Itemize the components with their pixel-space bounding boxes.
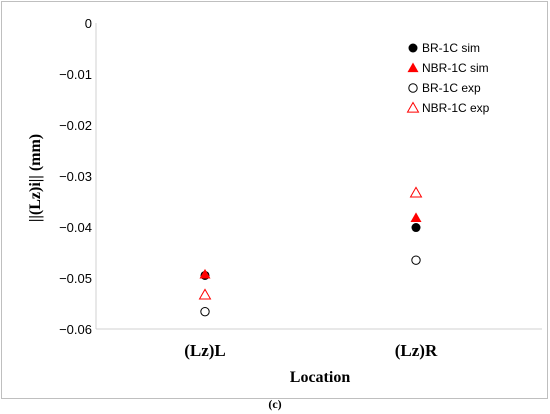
y-tick-label: −0.04 (59, 220, 92, 235)
legend-label: BR-1C exp (422, 81, 481, 95)
scatter-chart: 0−0.01−0.02−0.03−0.04−0.05−0.06 (Lz)L (Lz… (27, 16, 542, 386)
y-tick-label: −0.01 (59, 67, 92, 82)
y-tick-label: −0.06 (59, 322, 92, 337)
data-point (411, 223, 421, 233)
y-tick-label: −0.03 (59, 169, 92, 184)
y-tick-label: −0.02 (59, 118, 92, 133)
data-point (409, 186, 423, 198)
data-point (411, 255, 421, 265)
y-tick-labels: 0 −0.01 −0.02 −0.03 −0.04 −0.05 −0.06 (59, 16, 92, 337)
data-markers (198, 186, 423, 317)
legend-marker (408, 43, 418, 53)
legend-label: NBR-1C sim (422, 61, 489, 75)
chart-frame: 0 −0.01 −0.02 −0.03 −0.04 −0.05 −0.06 (Lz)L (Lz… (1, 1, 548, 399)
y-axis-title: ||(Lz)i|| (mm) (27, 134, 44, 222)
legend-marker (408, 83, 418, 93)
data-point (410, 212, 422, 222)
legend-marker (407, 62, 419, 73)
x-category-labels: (Lz)L (Lz)R (184, 341, 438, 360)
legend-label: NBR-1C exp (422, 101, 490, 115)
data-point (198, 288, 212, 300)
legend-label: BR-1C sim (422, 41, 480, 55)
axes (95, 23, 542, 330)
figure-caption: (c) (268, 397, 282, 411)
y-tick-label: 0 (85, 16, 92, 31)
data-point (200, 306, 210, 317)
y-tick-label: −0.05 (59, 271, 92, 286)
x-category-label: (Lz)L (184, 341, 226, 360)
x-axis-title: Location (290, 369, 351, 386)
legend: BR-1C sim NBR-1C sim BR-1C exp NBR-1C exp (406, 41, 490, 115)
legend-marker (406, 101, 420, 113)
x-category-label: (Lz)R (395, 341, 438, 360)
data-point (199, 268, 211, 279)
